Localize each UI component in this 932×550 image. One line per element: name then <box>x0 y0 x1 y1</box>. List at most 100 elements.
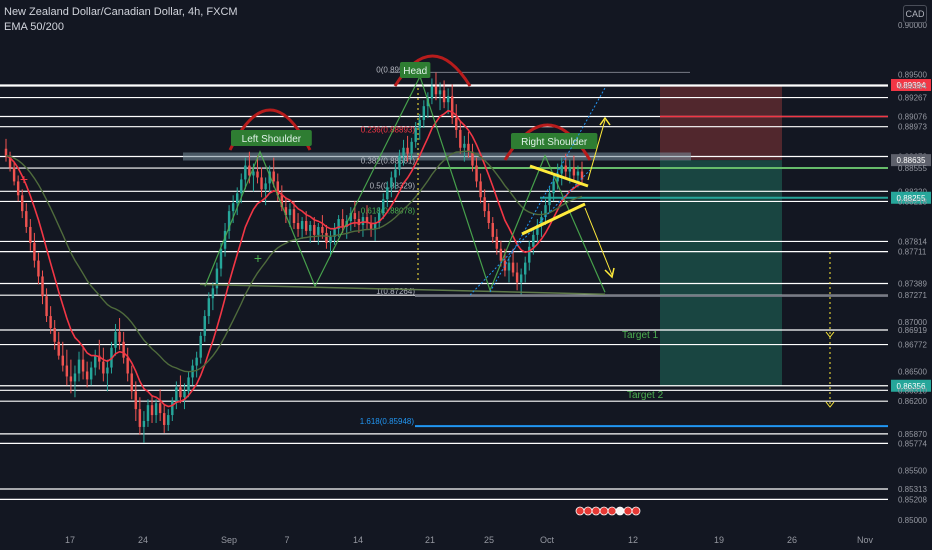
price-axis-label: 0.87814 <box>898 237 927 246</box>
candle <box>390 177 393 188</box>
time-axis-label: 25 <box>484 535 494 545</box>
candle <box>73 373 77 382</box>
candle <box>106 367 109 374</box>
price-axis-label: 0.85000 <box>898 516 927 525</box>
candle <box>325 232 328 243</box>
price-axis-label: 0.85870 <box>898 430 927 439</box>
candle <box>94 355 97 368</box>
time-axis-label: 19 <box>714 535 724 545</box>
ema50-line <box>5 109 583 408</box>
price-axis-label: 0.89267 <box>898 94 927 103</box>
price-axis-label: 0.85313 <box>898 485 927 494</box>
candle <box>268 171 271 184</box>
fib-level-label: 1.618(0.85948) <box>360 417 415 426</box>
candle <box>369 223 373 229</box>
candle <box>487 211 490 223</box>
currency-button[interactable]: CAD <box>903 5 927 23</box>
fib-level-label: 0(0.89501) <box>376 65 415 74</box>
candle <box>162 413 166 425</box>
flag-icon[interactable] <box>631 506 641 516</box>
candle <box>576 171 580 176</box>
candle <box>227 211 231 231</box>
price-tag <box>891 78 931 91</box>
price-axis-label: 0.85208 <box>898 495 927 504</box>
candle <box>65 365 69 377</box>
candle <box>138 409 142 427</box>
candle <box>134 391 138 410</box>
candle <box>410 141 413 154</box>
price-axis-label: 0.87389 <box>898 279 927 288</box>
candle <box>280 195 284 208</box>
candle <box>25 211 28 227</box>
price-axis-label: 0.87711 <box>898 248 927 257</box>
candle <box>455 118 458 130</box>
flag-icon[interactable] <box>583 506 593 516</box>
target-zone <box>660 160 782 386</box>
price-axis-label: 0.88218 <box>898 197 927 206</box>
price-axis-label: 0.86500 <box>898 368 927 377</box>
candle <box>130 373 133 392</box>
candle <box>365 217 369 223</box>
candle <box>296 223 300 229</box>
candle <box>503 260 507 271</box>
candle <box>382 199 385 214</box>
fib-level-label: 0.236(0.88893) <box>361 126 416 135</box>
candle <box>223 230 227 249</box>
time-axis-label: 21 <box>425 535 435 545</box>
time-axis-label: 26 <box>787 535 797 545</box>
arrow-down-head <box>604 267 615 279</box>
candle <box>16 181 20 196</box>
candle <box>572 167 576 176</box>
price-axis-label: 0.89394 <box>897 81 926 90</box>
candle <box>252 171 255 176</box>
flag-icon[interactable] <box>591 506 601 516</box>
time-axis <box>0 530 888 550</box>
candle <box>321 226 324 233</box>
candle <box>511 262 515 273</box>
candle <box>304 221 308 231</box>
candle <box>53 327 56 342</box>
candle <box>195 357 198 366</box>
head-label-bg <box>400 62 431 78</box>
candle <box>248 165 251 176</box>
candle <box>519 274 523 283</box>
candle <box>337 219 340 229</box>
candle <box>260 177 263 190</box>
price-axis-label: 0.89384 <box>898 82 927 91</box>
target-arrow-2 <box>825 401 835 408</box>
candle <box>69 376 73 382</box>
candle <box>483 197 486 212</box>
candle <box>544 205 547 218</box>
candle <box>45 296 48 317</box>
candle <box>292 209 296 223</box>
candle <box>450 96 454 119</box>
flag-icon[interactable] <box>623 506 633 516</box>
candle <box>386 187 389 200</box>
neckline-zone <box>183 152 691 161</box>
flag-icon[interactable] <box>615 506 625 516</box>
candle <box>175 387 178 402</box>
candle <box>560 165 563 174</box>
candle <box>244 165 247 180</box>
flag-icon[interactable] <box>607 506 617 516</box>
flag-icon[interactable] <box>575 506 585 516</box>
price-axis-label: 0.88635 <box>897 156 926 165</box>
candle <box>398 155 401 170</box>
candle <box>171 401 174 416</box>
candle <box>459 129 462 148</box>
candle <box>422 106 426 121</box>
candle <box>515 272 519 283</box>
price-axis-label: 0.86200 <box>898 397 927 406</box>
price-axis-label: 0.87000 <box>898 318 927 327</box>
candle <box>309 224 312 231</box>
candle <box>150 405 154 416</box>
candle <box>187 377 190 392</box>
right-shoulder-label: Right Shoulder <box>521 137 588 148</box>
flag-icon[interactable] <box>599 506 609 516</box>
candle <box>61 355 65 366</box>
time-axis-label: 14 <box>353 535 363 545</box>
candle <box>215 268 219 289</box>
price-axis-label: 0.85500 <box>898 467 927 476</box>
indicator-label: EMA 50/200 <box>4 21 64 33</box>
